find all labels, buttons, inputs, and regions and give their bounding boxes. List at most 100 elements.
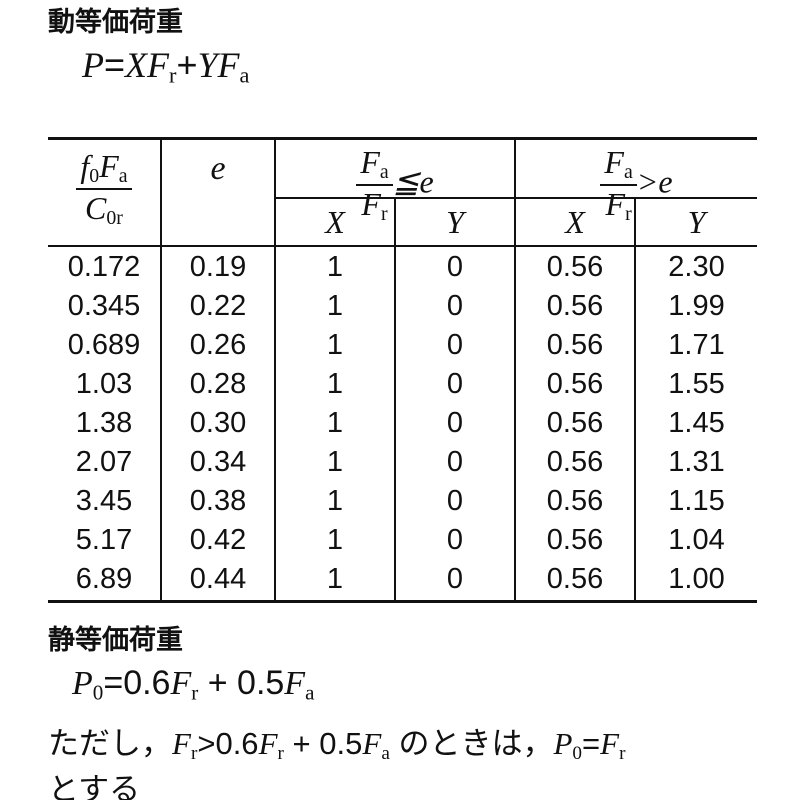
formula-term: F	[170, 665, 192, 702]
cell-f0fa-c0r: 1.03	[75, 368, 133, 400]
formula-term: P	[82, 45, 104, 85]
cell-f0fa-c0r: 1.38	[75, 407, 133, 439]
cell-f0fa-c0r: 0.172	[67, 251, 141, 283]
header-term: ≦e	[392, 163, 434, 200]
header-term: r	[380, 202, 388, 225]
cell-e: 0.38	[189, 485, 247, 517]
cell-x-gt: 0.56	[546, 446, 604, 478]
formula-term: 0	[92, 680, 104, 705]
static-load-note-end: とする	[48, 772, 141, 800]
note-term: F	[258, 726, 278, 761]
note-term: r	[619, 742, 626, 764]
subheader-y: Y	[446, 204, 464, 240]
note-term: +	[292, 726, 311, 761]
cell-x-le: 1	[326, 251, 344, 283]
static-load-note: ただし，Fr>0.6Fr + 0.5Fa のときは，P0=Fr	[48, 718, 625, 765]
cell-f0fa-c0r: 3.45	[75, 485, 133, 517]
cell-f0fa-c0r: 0.689	[67, 329, 141, 361]
note-term: a	[381, 742, 390, 764]
header-term: F	[605, 185, 626, 222]
cell-e: 0.30	[189, 407, 247, 439]
header-term: F	[360, 144, 380, 180]
formula-term: F	[284, 665, 306, 702]
cell-x-gt: 0.56	[546, 563, 604, 595]
table-top-rule	[48, 137, 757, 140]
column-divider	[394, 198, 396, 601]
subheader-y: Y	[687, 204, 706, 240]
cell-e: 0.44	[189, 563, 247, 595]
column-divider	[160, 139, 162, 601]
column-divider	[514, 139, 516, 601]
formula-term: =	[104, 44, 126, 85]
formula-term: r	[191, 680, 199, 705]
header-e: e	[210, 150, 226, 187]
formula-term: 0.6	[123, 664, 171, 702]
header-term: F	[604, 144, 624, 180]
cell-e: 0.28	[189, 368, 247, 400]
note-term: F	[362, 726, 382, 761]
cell-x-le: 1	[326, 407, 344, 439]
cell-e: 0.22	[189, 290, 247, 322]
formula-term: YF	[197, 45, 240, 85]
note-term: r	[190, 742, 198, 764]
note-term: 0.5	[319, 726, 363, 761]
dynamic-load-formula: P=XFr+YFa	[82, 44, 249, 89]
header-term: a	[623, 160, 633, 183]
cell-y-gt: 1.45	[668, 407, 725, 439]
formula-term: a	[239, 62, 250, 88]
header-fa-fr-gt-e: Fa Fr >e	[516, 144, 757, 226]
header-f0Fa-over-C0r: f0Fa C0r	[58, 148, 150, 230]
note-term: >	[197, 726, 216, 761]
header-term: a	[379, 160, 389, 183]
cell-y-le: 0	[446, 485, 464, 517]
cell-y-gt: 1.04	[668, 524, 725, 556]
header-term: F	[99, 148, 119, 184]
static-load-formula: P0=0.6Fr + 0.5Fa	[72, 664, 314, 705]
cell-e: 0.34	[189, 446, 247, 478]
formula-term: r	[169, 62, 177, 88]
cell-f0fa-c0r: 2.07	[75, 446, 133, 478]
formula-term: =	[103, 664, 124, 702]
cell-x-le: 1	[326, 329, 344, 361]
formula-term: a	[305, 680, 315, 705]
header-term: C	[85, 189, 107, 226]
note-term: r	[277, 742, 284, 764]
header-term: 0	[89, 164, 100, 187]
cell-x-le: 1	[326, 290, 344, 322]
note-term: 0	[572, 742, 583, 764]
formula-term: +	[176, 44, 198, 85]
subheader-x: X	[565, 204, 585, 240]
cell-y-gt: 1.31	[668, 446, 725, 478]
note-term: =	[582, 726, 601, 761]
header-term: F	[361, 185, 381, 222]
cell-y-gt: 1.15	[668, 485, 725, 517]
cell-y-le: 0	[446, 368, 464, 400]
header-term: f	[80, 148, 90, 184]
note-term: 0.6	[215, 726, 259, 761]
column-divider	[274, 139, 276, 601]
column-divider	[634, 198, 636, 601]
formula-term: P	[72, 665, 93, 702]
cell-y-le: 0	[446, 524, 464, 556]
cell-x-le: 1	[326, 485, 344, 517]
cell-f0fa-c0r: 0.345	[67, 290, 141, 322]
cell-e: 0.19	[189, 251, 247, 283]
cell-y-le: 0	[446, 563, 464, 595]
cell-y-le: 0	[446, 407, 464, 439]
cell-x-le: 1	[326, 368, 344, 400]
cell-x-gt: 0.56	[546, 407, 604, 439]
cell-f0fa-c0r: 5.17	[75, 524, 133, 556]
cell-x-gt: 0.56	[546, 524, 604, 556]
note-term: F	[600, 726, 620, 761]
cell-e: 0.42	[189, 524, 247, 556]
cell-x-gt: 0.56	[546, 485, 604, 517]
note-text: ただし，	[48, 726, 172, 761]
cell-y-le: 0	[446, 329, 464, 361]
static-load-heading: 静等価荷重	[48, 625, 183, 655]
header-bottom-rule	[48, 245, 757, 247]
header-term: >e	[636, 163, 673, 200]
cell-e: 0.26	[189, 329, 247, 361]
cell-y-gt: 1.55	[668, 368, 725, 400]
header-term: 0r	[106, 206, 123, 229]
